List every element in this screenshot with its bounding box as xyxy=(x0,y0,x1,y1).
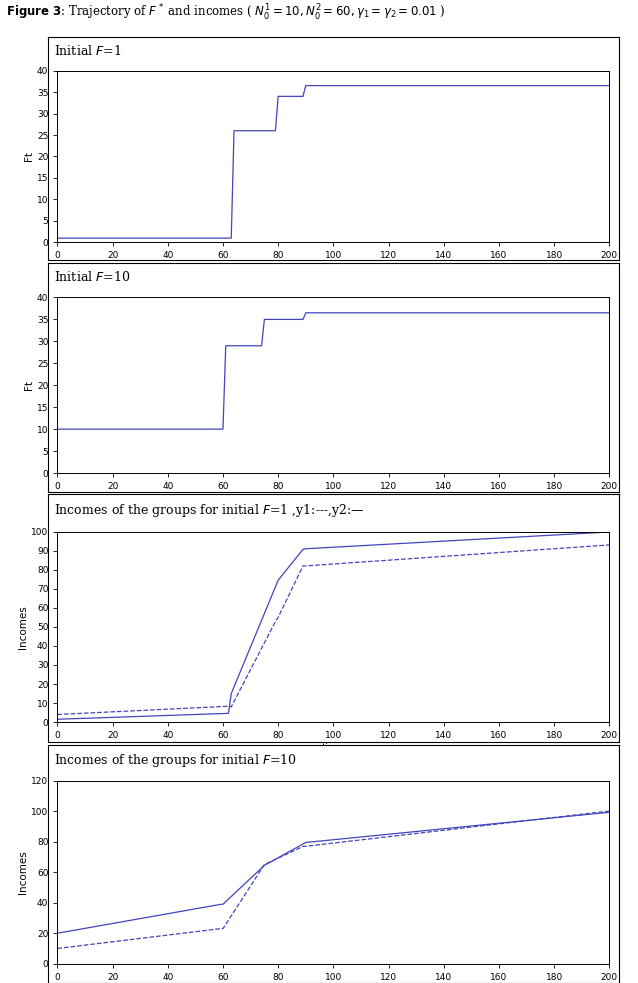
Text: Incomes of the groups for initial $F$=10: Incomes of the groups for initial $F$=10 xyxy=(54,752,297,770)
Text: Initial $F$=10: Initial $F$=10 xyxy=(54,270,130,284)
Text: Incomes of the groups for initial $F$=1 ,y1:---,y2:—: Incomes of the groups for initial $F$=1 … xyxy=(54,502,364,519)
Y-axis label: Incomes: Incomes xyxy=(19,850,28,895)
X-axis label: time: time xyxy=(322,263,345,273)
Text: $\mathbf{Figure\ 3}$: Trajectory of $F^*$ and incomes ( $N_0^1 = 10, N_0^2 = 60,: $\mathbf{Figure\ 3}$: Trajectory of $F^*… xyxy=(6,3,446,23)
Y-axis label: Ft: Ft xyxy=(24,380,34,390)
Y-axis label: Incomes: Incomes xyxy=(19,605,28,649)
Text: Initial $F$=1: Initial $F$=1 xyxy=(54,44,121,58)
X-axis label: time: time xyxy=(322,493,345,504)
X-axis label: time: time xyxy=(322,743,345,753)
Y-axis label: Ft: Ft xyxy=(24,151,34,161)
